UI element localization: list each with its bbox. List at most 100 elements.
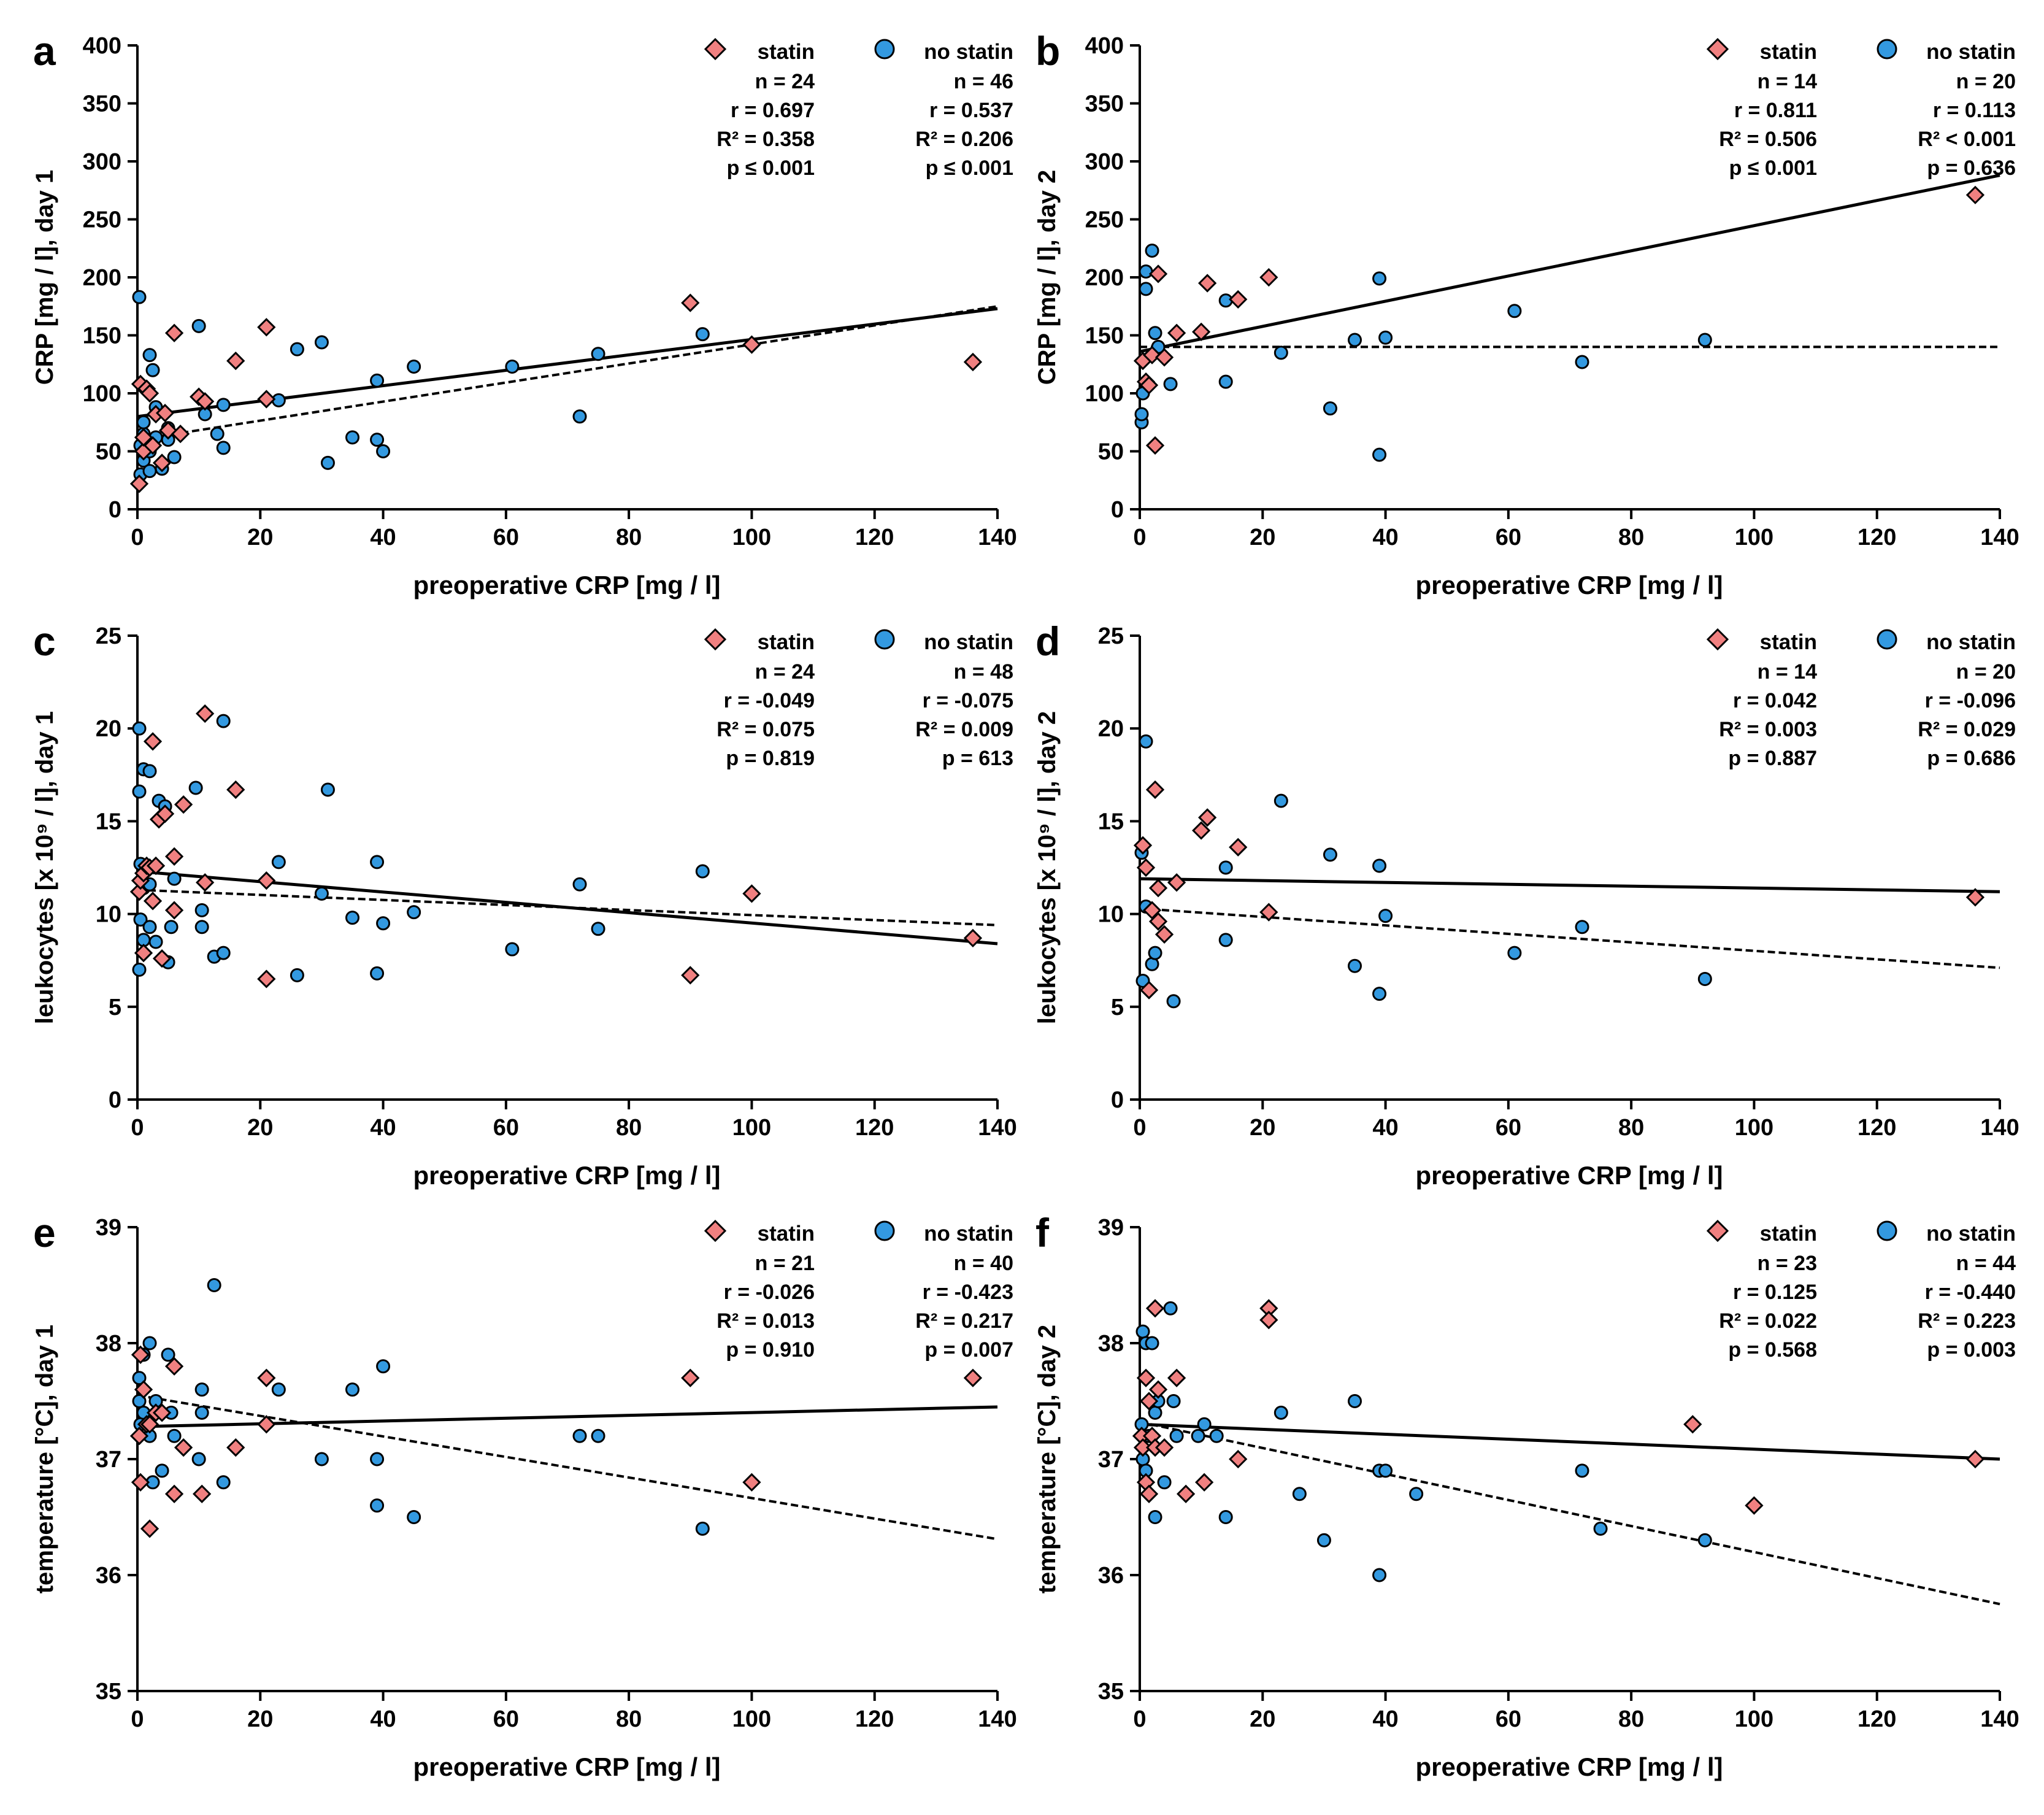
y-tick-label: 5 <box>1111 995 1124 1020</box>
nostatin-point <box>167 450 182 464</box>
nostatin-point <box>370 966 385 981</box>
x-tick-label: 0 <box>131 1115 144 1141</box>
x-tick-label: 100 <box>1735 1115 1773 1141</box>
stat-statin-line: p ≤ 0.001 <box>1729 156 1817 180</box>
nostatin-point <box>1197 1417 1212 1432</box>
statin-point <box>1745 1496 1764 1515</box>
nostatin-point <box>271 1382 286 1397</box>
stat-nostatin-line: r = -0.423 <box>923 1281 1013 1304</box>
statin-point <box>1145 436 1165 455</box>
x-tick-label: 140 <box>978 1706 1016 1732</box>
statin-point <box>1145 1299 1165 1318</box>
panel-e: e 35 36 37 38 39 0 20 40 60 80 100 120 140 preoperativ… <box>31 1210 1017 1781</box>
nostatin-point <box>1697 1533 1712 1547</box>
nostatin-point <box>136 415 151 430</box>
y-tick-label: 300 <box>1085 149 1124 175</box>
nostatin-point <box>191 1452 206 1466</box>
nostatin-point <box>290 968 304 982</box>
statin-point <box>164 901 184 920</box>
nostatin-point <box>1166 994 1181 1009</box>
statin-point <box>164 847 184 866</box>
stat-statin-line: r = 0.697 <box>731 99 815 122</box>
panel-letter: d <box>1035 618 1060 664</box>
nostatin-point <box>1372 1568 1387 1582</box>
nostatin-point <box>142 348 157 363</box>
statin-point <box>1142 345 1162 364</box>
stat-statin-line: R² = 0.013 <box>717 1309 815 1333</box>
panel-c: c 0 5 10 15 20 25 0 20 40 60 80 100 120 140 preoperativ… <box>31 618 1017 1190</box>
x-tick-label: 40 <box>370 1706 396 1732</box>
y-tick-label: 36 <box>96 1563 121 1589</box>
stat-nostatin-line: R² = 0.009 <box>915 718 1013 741</box>
statin-point <box>155 804 175 823</box>
statin-point <box>143 436 163 455</box>
statin-point <box>1229 290 1248 309</box>
nostatin-point <box>370 433 385 447</box>
nostatin-point <box>1378 909 1393 923</box>
statin-point <box>1229 1449 1248 1469</box>
statin-point <box>1136 858 1156 877</box>
stat-statin-line: r = 0.125 <box>1733 1281 1817 1304</box>
x-tick-label: 40 <box>1372 1706 1398 1732</box>
statin-point <box>171 425 190 444</box>
y-tick-label: 0 <box>1111 497 1124 523</box>
nostatin-point <box>1378 330 1393 345</box>
x-tick-label: 40 <box>370 525 396 550</box>
nostatin-point <box>132 721 147 736</box>
statin-point <box>1198 274 1217 293</box>
stat-statin-line: R² = 0.075 <box>717 718 815 741</box>
x-tick-label: 80 <box>1618 525 1644 550</box>
legend-statin-label: statin <box>758 1222 815 1246</box>
nostatin-point <box>148 934 163 949</box>
statin-point <box>134 943 153 963</box>
nostatin-point <box>216 441 231 455</box>
x-axis-label: preoperative CRP [mg / l] <box>1415 571 1723 599</box>
statin-point <box>1965 185 1985 204</box>
nostatin-regression-line <box>137 305 998 441</box>
nostatin-point <box>1218 933 1233 947</box>
nostatin-point <box>376 444 391 458</box>
nostatin-point <box>1135 973 1150 988</box>
nostatin-point <box>1507 946 1522 960</box>
nostatin-point <box>1145 244 1159 258</box>
x-tick-label: 120 <box>855 1706 894 1732</box>
x-tick-label: 20 <box>247 1115 273 1141</box>
nostatin-point <box>194 903 209 918</box>
nostatin-regression-line <box>1139 1420 2000 1606</box>
statin-point <box>1965 1449 1985 1469</box>
nostatin-point <box>1218 860 1233 875</box>
stat-statin-line: R² = 0.506 <box>1719 128 1817 151</box>
nostatin-point <box>370 1452 385 1466</box>
nostatin-point <box>1134 407 1149 422</box>
statin-point <box>1155 1438 1174 1457</box>
nostatin-point <box>132 290 147 304</box>
x-axis-label: preoperative CRP [mg / l] <box>1415 1752 1723 1781</box>
stat-nostatin-line: n = 20 <box>1956 70 2016 93</box>
x-tick-label: 100 <box>732 1115 771 1141</box>
statin-point <box>226 351 245 371</box>
y-tick-label: 150 <box>1085 323 1124 349</box>
legend-nostatin-marker <box>1877 39 1897 60</box>
statin-point <box>164 323 184 342</box>
y-tick-label: 36 <box>1098 1563 1124 1589</box>
nostatin-point <box>1148 946 1162 960</box>
nostatin-point <box>695 327 710 342</box>
x-tick-label: 120 <box>855 525 894 550</box>
y-tick-label: 250 <box>83 207 121 233</box>
x-tick-label: 80 <box>1618 1115 1644 1141</box>
nostatin-point <box>407 905 421 920</box>
y-axis-label: temperature [°C], day 2 <box>1034 1325 1061 1593</box>
statin-point <box>1145 780 1165 800</box>
y-tick-label: 10 <box>96 902 121 928</box>
x-tick-label: 60 <box>1496 1706 1521 1732</box>
legend-nostatin-marker <box>874 39 895 60</box>
y-tick-label: 39 <box>1098 1215 1124 1241</box>
nostatin-point <box>191 318 206 333</box>
statin-point <box>129 882 149 901</box>
stat-statin-line: n = 24 <box>755 660 815 684</box>
y-axis-label: CRP [mg / l], day 2 <box>1034 170 1061 385</box>
legend-statin-marker <box>704 37 727 61</box>
x-tick-label: 100 <box>732 525 771 550</box>
nostatin-point <box>1145 1336 1159 1351</box>
nostatin-point <box>216 946 231 960</box>
